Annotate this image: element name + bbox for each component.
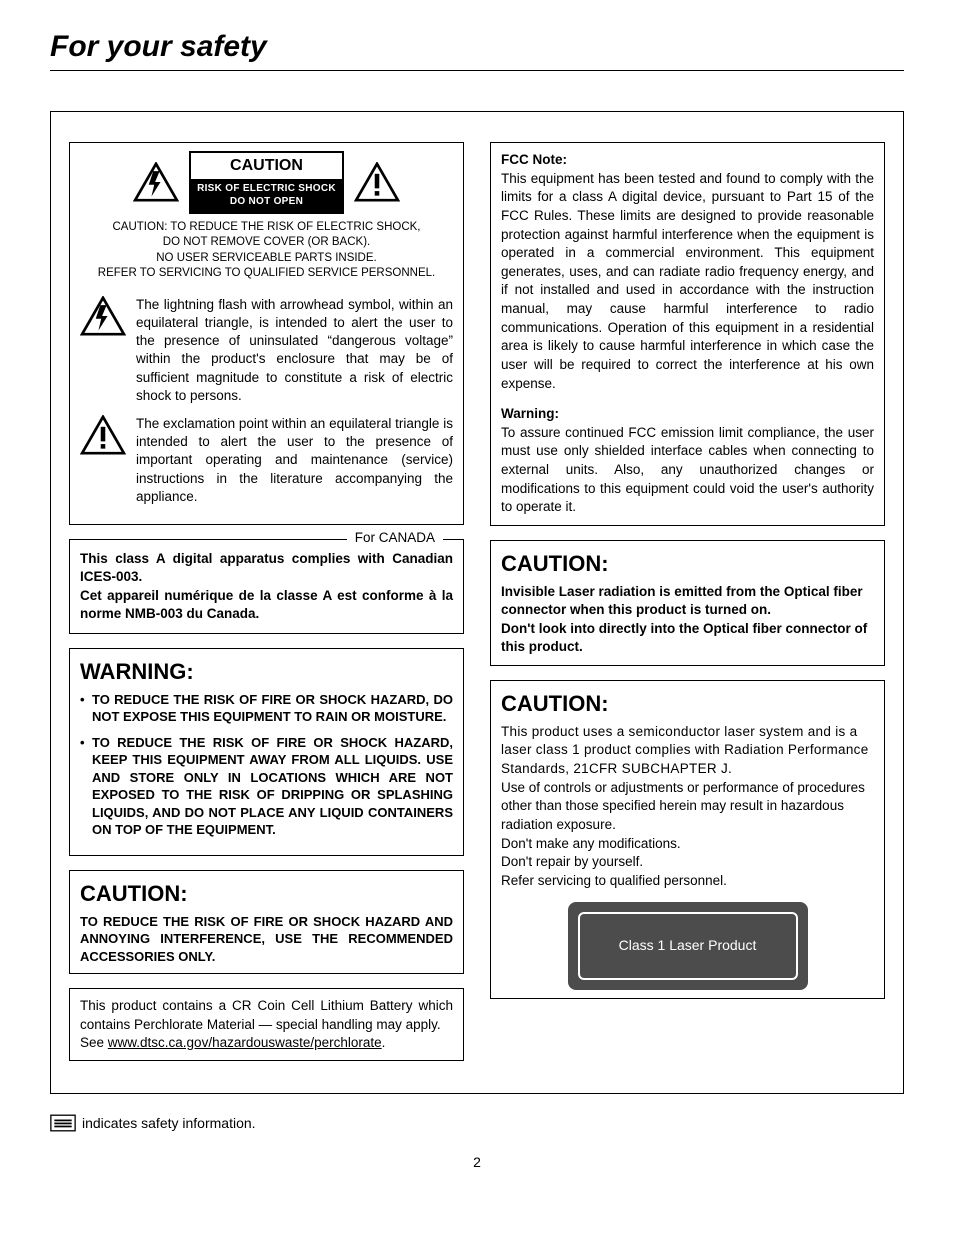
cc-l4: REFER TO SERVICING TO QUALIFIED SERVICE …: [80, 266, 453, 282]
exclaim-explain-text: The exclamation point within an equilate…: [136, 415, 453, 506]
warning-heading: WARNING:: [80, 657, 453, 687]
caution-label-b2: DO NOT OPEN: [197, 195, 336, 209]
lightning-triangle-icon: [80, 296, 126, 336]
left-column: CAUTION RISK OF ELECTRIC SHOCK DO NOT OP…: [69, 142, 464, 1075]
laser-label-text: Class 1 Laser Product: [619, 937, 757, 953]
lightning-explain-row: The lightning flash with arrowhead symbo…: [80, 296, 453, 405]
cc-l3: NO USER SERVICEABLE PARTS INSIDE.: [80, 251, 453, 267]
footer-text: indicates safety information.: [82, 1115, 256, 1131]
laser1-l1: Invisible Laser radiation is emitted fro…: [501, 583, 874, 620]
canada-box: For CANADA This class A digital apparatu…: [69, 539, 464, 634]
fcc-box: FCC Note: This equipment has been tested…: [490, 142, 885, 526]
laser1-l2: Don't look into directly into the Optica…: [501, 620, 874, 657]
perchlorate-l2: See www.dtsc.ca.gov/hazardouswaste/perch…: [80, 1034, 453, 1052]
lightning-triangle-icon: [133, 162, 179, 202]
fcc-warn-heading: Warning:: [501, 405, 874, 424]
exclaim-triangle-icon: [354, 162, 400, 202]
perchlorate-l1: This product contains a CR Coin Cell Lit…: [80, 997, 453, 1033]
perch-suffix: .: [382, 1035, 386, 1050]
caution-label-b1: RISK OF ELECTRIC SHOCK: [197, 182, 336, 196]
fcc-body: This equipment has been tested and found…: [501, 170, 874, 394]
exclaim-explain-row: The exclamation point within an equilate…: [80, 415, 453, 506]
caution2-heading: CAUTION:: [80, 879, 453, 909]
caution-label-top: CAUTION: [191, 153, 342, 179]
canada-line1: This class A digital apparatus complies …: [80, 550, 453, 586]
caution-shock-box: CAUTION RISK OF ELECTRIC SHOCK DO NOT OP…: [69, 142, 464, 525]
canada-legend: For CANADA: [347, 530, 443, 545]
caution-label-box: CAUTION RISK OF ELECTRIC SHOCK DO NOT OP…: [189, 151, 344, 214]
safety-info-icon: [50, 1114, 76, 1132]
warning-bullet-2: TO REDUCE THE RISK OF FIRE OR SHOCK HAZA…: [80, 734, 453, 839]
laser2-p5: Refer servicing to qualified personnel.: [501, 872, 874, 891]
laser2-p1: This product uses a semiconductor laser …: [501, 723, 874, 779]
safety-content-frame: CAUTION RISK OF ELECTRIC SHOCK DO NOT OP…: [50, 111, 904, 1094]
canada-line2: Cet appareil numérique de la classe A es…: [80, 587, 453, 623]
cc-l1: CAUTION: TO REDUCE THE RISK OF ELECTRIC …: [80, 220, 453, 236]
caution-center-text: CAUTION: TO REDUCE THE RISK OF ELECTRIC …: [80, 220, 453, 282]
exclaim-triangle-icon: [80, 415, 126, 455]
fcc-warn-body: To assure continued FCC emission limit c…: [501, 424, 874, 517]
perchlorate-link[interactable]: www.dtsc.ca.gov/hazardouswaste/perchlora…: [108, 1035, 382, 1050]
laser2-heading: CAUTION:: [501, 689, 874, 719]
laser-caution-2-box: CAUTION: This product uses a semiconduct…: [490, 680, 885, 999]
laser-label-wrap: Class 1 Laser Product: [501, 902, 874, 989]
perchlorate-box: This product contains a CR Coin Cell Lit…: [69, 988, 464, 1061]
warning-bullets: TO REDUCE THE RISK OF FIRE OR SHOCK HAZA…: [80, 691, 453, 839]
laser2-p4: Don't repair by yourself.: [501, 853, 874, 872]
caution-label-bottom: RISK OF ELECTRIC SHOCK DO NOT OPEN: [191, 179, 342, 212]
caution-accessories-box: CAUTION: TO REDUCE THE RISK OF FIRE OR S…: [69, 870, 464, 974]
lightning-explain-text: The lightning flash with arrowhead symbo…: [136, 296, 453, 405]
cc-l2: DO NOT REMOVE COVER (OR BACK).: [80, 235, 453, 251]
right-column: FCC Note: This equipment has been tested…: [490, 142, 885, 1075]
laser2-p2: Use of controls or adjustments or perfor…: [501, 779, 874, 835]
fcc-heading: FCC Note:: [501, 151, 874, 170]
perch-prefix: See: [80, 1035, 108, 1050]
laser1-heading: CAUTION:: [501, 549, 874, 579]
caution2-body: TO REDUCE THE RISK OF FIRE OR SHOCK HAZA…: [80, 913, 453, 966]
laser-label-inner: Class 1 Laser Product: [578, 912, 798, 979]
laser-caution-1-box: CAUTION: Invisible Laser radiation is em…: [490, 540, 885, 666]
page-number: 2: [50, 1154, 904, 1170]
warning-box: WARNING: TO REDUCE THE RISK OF FIRE OR S…: [69, 648, 464, 856]
laser-label-outer: Class 1 Laser Product: [568, 902, 808, 989]
warning-bullet-1: TO REDUCE THE RISK OF FIRE OR SHOCK HAZA…: [80, 691, 453, 726]
footer-row: indicates safety information.: [50, 1114, 904, 1132]
caution-header-row: CAUTION RISK OF ELECTRIC SHOCK DO NOT OP…: [80, 151, 453, 214]
laser2-p3: Don't make any modifications.: [501, 835, 874, 854]
page-title: For your safety: [50, 30, 904, 71]
